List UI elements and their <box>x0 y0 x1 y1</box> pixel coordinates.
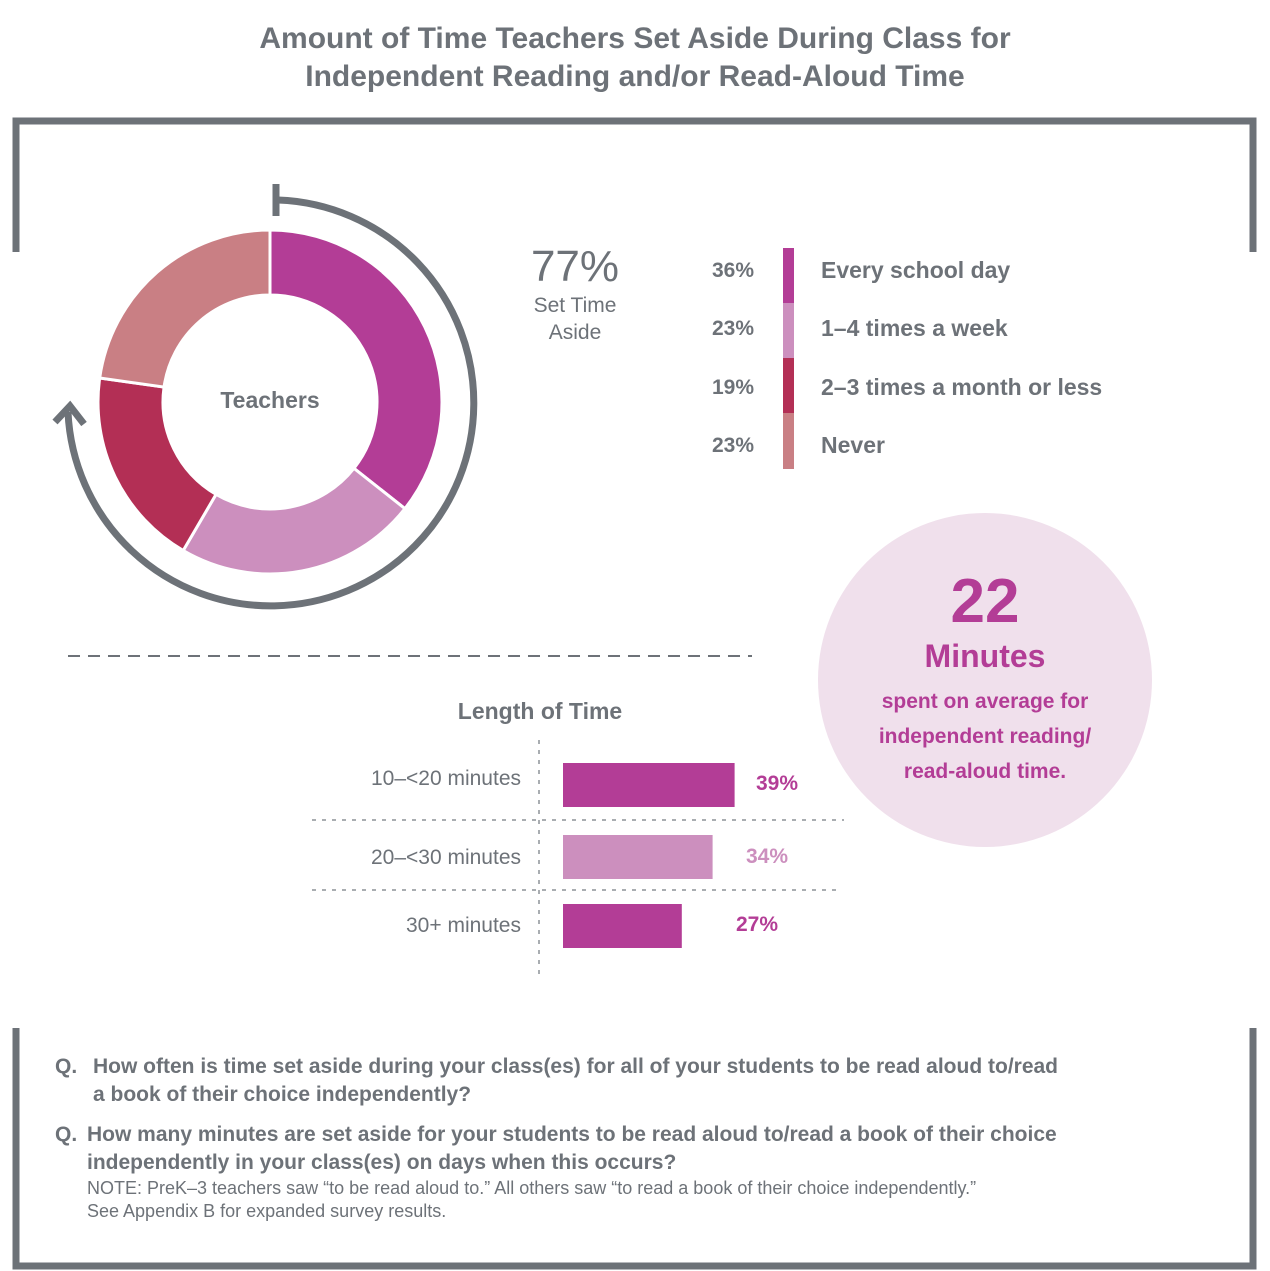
bar-value-label: 27% <box>736 913 779 936</box>
bar-chart <box>563 763 735 948</box>
callout-number: 22 <box>950 567 1020 636</box>
bar-chart-title: Length of Time <box>457 698 623 724</box>
set-aside-arc-arrow <box>64 196 478 610</box>
donut-center-label: Teachers <box>220 387 320 413</box>
arc-arrow-head <box>52 400 87 427</box>
donut-slice <box>97 228 272 389</box>
bar <box>563 835 713 879</box>
callout-unit: Minutes <box>924 638 1046 674</box>
chart-title: Amount of Time Teachers Set Aside During… <box>0 20 1270 96</box>
question-1: How often is time set aside during your … <box>93 1053 1233 1109</box>
bar-category-label: 10–<20 minutes <box>370 767 521 790</box>
legend-swatch <box>783 358 794 413</box>
survey-note-line-2: See Appendix B for expanded survey resul… <box>87 1201 447 1221</box>
legend-label: Every school day <box>821 257 1011 283</box>
bar-category-label: 30+ minutes <box>406 914 521 937</box>
callout-line-1: spent on average for <box>881 690 1089 713</box>
legend-value: 23% <box>711 317 754 340</box>
bar-value-label: 39% <box>756 772 799 795</box>
legend-swatch <box>783 303 794 358</box>
set-aside-percent: 77% <box>530 242 620 291</box>
question-2-line-1: How many minutes are set aside for your … <box>87 1123 1057 1146</box>
question-2: How many minutes are set aside for your … <box>87 1121 1233 1177</box>
question-1-line-2: a book of their choice independently? <box>93 1083 472 1106</box>
chart-title-line-2: Independent Reading and/or Read-Aloud Ti… <box>305 60 965 93</box>
set-aside-label-line-1: Set Time <box>533 294 617 317</box>
chart-title-line-1: Amount of Time Teachers Set Aside During… <box>259 22 1011 55</box>
set-aside-label-line-2: Aside <box>548 321 602 344</box>
donut-slice <box>268 228 444 511</box>
question-2-prefix: Q. <box>55 1123 78 1146</box>
legend-value: 36% <box>711 259 754 282</box>
legend-value: 23% <box>711 434 754 457</box>
set-aside-label: Set Time Aside <box>500 292 650 346</box>
bottom-frame-bracket <box>12 1028 1257 1270</box>
question-1-prefix: Q. <box>55 1055 78 1078</box>
survey-note-line-1: NOTE: PreK–3 teachers saw “to be read al… <box>87 1178 977 1198</box>
survey-note: NOTE: PreK–3 teachers saw “to be read al… <box>87 1177 1233 1223</box>
legend-label: 2–3 times a month or less <box>821 374 1103 400</box>
legend-label: 1–4 times a week <box>821 315 1008 341</box>
question-1-line-1: How often is time set aside during your … <box>93 1055 1059 1078</box>
question-2-line-2: independently in your class(es) on days … <box>87 1151 677 1174</box>
bar-category-label: 20–<30 minutes <box>370 846 521 869</box>
bar-value-label: 34% <box>746 845 789 868</box>
average-minutes-callout <box>818 513 1152 847</box>
legend-swatch <box>783 248 794 303</box>
top-frame-bracket <box>12 117 1257 252</box>
legend-value: 19% <box>711 376 754 399</box>
callout-description: spent on average for independent reading… <box>818 684 1152 789</box>
donut-slice <box>181 466 408 576</box>
bar <box>563 904 682 948</box>
bar <box>563 763 735 807</box>
donut-chart <box>96 228 444 576</box>
callout-line-3: read-aloud time. <box>903 760 1067 783</box>
legend-swatch <box>783 413 794 469</box>
legend-label: Never <box>821 432 885 458</box>
callout-line-2: independent reading/ <box>878 725 1092 748</box>
